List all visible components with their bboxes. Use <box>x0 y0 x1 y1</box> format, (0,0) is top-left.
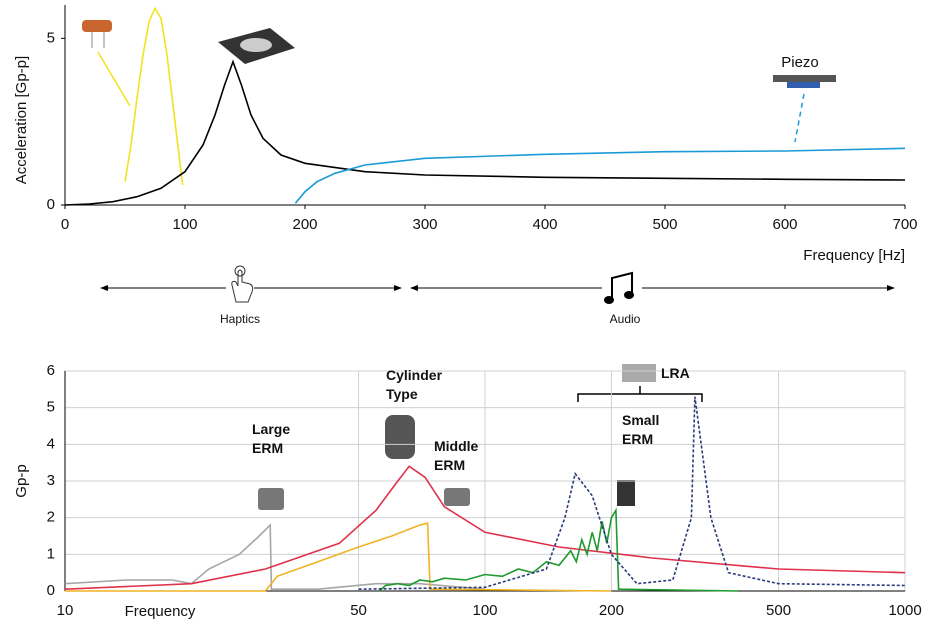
motor-icon <box>617 480 635 506</box>
series-line <box>294 147 906 204</box>
x-axis-label: Frequency <box>125 603 196 620</box>
x-tick-label: 700 <box>892 216 917 233</box>
arrow <box>410 285 418 291</box>
x-axis-label: Frequency [Hz] <box>803 247 905 264</box>
series-line <box>64 59 906 206</box>
piezo-icon <box>787 82 820 88</box>
series-line <box>64 465 906 590</box>
x-tick-label: 400 <box>532 216 557 233</box>
x-tick-label: 50 <box>350 602 367 619</box>
series-line <box>65 522 612 592</box>
hand-icon <box>231 269 254 303</box>
arrow <box>100 285 108 291</box>
x-tick-label: 100 <box>472 602 497 619</box>
annotation: Middle ERM <box>434 438 479 473</box>
motor-icon <box>444 488 470 506</box>
x-tick-label: 500 <box>652 216 677 233</box>
x-tick-label: 600 <box>772 216 797 233</box>
x-tick-label: 100 <box>172 216 197 233</box>
annotation: Large ERM <box>252 421 291 456</box>
note-icon <box>611 271 633 300</box>
coil-icon <box>82 20 112 32</box>
hand-icon <box>234 265 246 277</box>
x-tick-label: 200 <box>599 602 624 619</box>
y-tick-label: 1 <box>47 545 55 562</box>
y-tick-label: 5 <box>47 29 55 46</box>
y-tick-label: 4 <box>47 435 55 452</box>
arrow <box>394 285 402 291</box>
series-line <box>124 6 184 186</box>
x-tick-label: 200 <box>292 216 317 233</box>
x-tick-label: 10 <box>57 602 74 619</box>
y-tick-label: 0 <box>47 582 55 599</box>
y-axis-label: Gp-p <box>13 464 30 497</box>
annotation: Piezo <box>781 54 819 71</box>
annotation: Haptics <box>220 312 260 326</box>
bracket <box>577 386 703 402</box>
pointer <box>97 51 131 107</box>
y-tick-label: 2 <box>47 509 55 526</box>
pointer <box>794 93 805 143</box>
x-tick-label: 0 <box>61 216 69 233</box>
series-line <box>358 396 906 590</box>
y-tick-label: 6 <box>47 362 55 379</box>
motor-icon <box>385 415 415 459</box>
annotation: Audio <box>610 312 641 326</box>
arrow <box>887 285 895 291</box>
x-tick-label: 1000 <box>888 602 921 619</box>
motor-icon <box>258 488 284 510</box>
note-icon <box>604 296 614 304</box>
annotation: Small ERM <box>622 412 660 447</box>
series-line <box>378 507 738 592</box>
lra-icon <box>622 364 656 382</box>
annotation: LRA <box>661 365 690 381</box>
x-tick-label: 300 <box>412 216 437 233</box>
motor-icon <box>240 38 272 52</box>
note-icon <box>624 291 634 299</box>
annotation: Cylinder Type <box>386 367 443 402</box>
y-tick-label: 5 <box>47 399 55 416</box>
y-tick-label: 3 <box>47 472 55 489</box>
x-tick-label: 500 <box>766 602 791 619</box>
y-axis-label: Acceleration [Gp-p] <box>13 56 30 184</box>
y-tick-label: 0 <box>47 196 55 213</box>
piezo-icon <box>773 75 836 82</box>
series-line <box>64 523 486 590</box>
